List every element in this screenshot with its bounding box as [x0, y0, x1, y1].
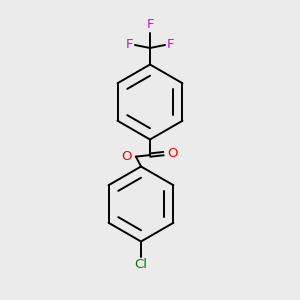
- Text: F: F: [126, 38, 134, 52]
- Text: O: O: [168, 147, 178, 160]
- Text: F: F: [146, 19, 154, 32]
- Text: Cl: Cl: [134, 258, 148, 271]
- Text: F: F: [167, 38, 174, 52]
- Text: O: O: [121, 150, 132, 163]
